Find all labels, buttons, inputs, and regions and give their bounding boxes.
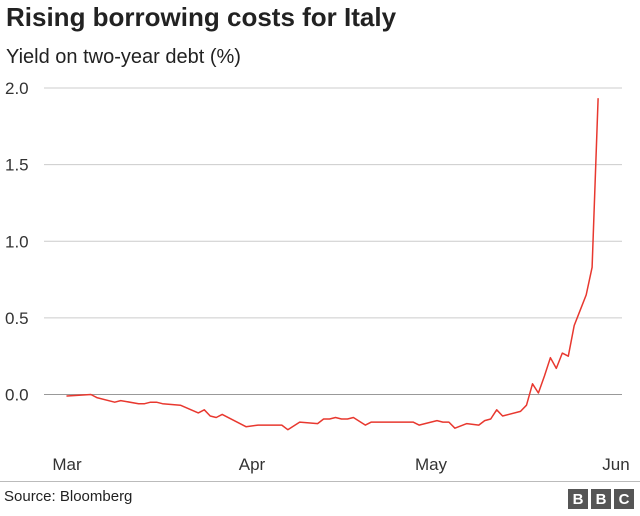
y-tick-label: 0.0 [5, 386, 29, 405]
x-tick-label: May [415, 455, 448, 474]
bbc-logo-letter: B [568, 489, 588, 509]
line-chart: 0.0 0.5 1.0 1.5 2.0 Mar Apr May Jun [5, 79, 630, 474]
y-tick-label: 2.0 [5, 79, 29, 98]
bbc-logo-letter: C [614, 489, 634, 509]
y-tick-label: 1.0 [5, 232, 29, 251]
source-text: Source: Bloomberg [4, 488, 133, 505]
y-tick-label: 1.5 [5, 156, 29, 175]
x-axis-ticks: Mar Apr May Jun [52, 455, 629, 474]
x-tick-label: Mar [52, 455, 82, 474]
chart-subtitle: Yield on two-year debt (%) [6, 46, 241, 68]
y-tick-label: 0.5 [5, 309, 29, 328]
footer: Source: Bloomberg B B C [0, 481, 640, 509]
gridlines [44, 87, 622, 395]
y-axis-ticks: 0.0 0.5 1.0 1.5 2.0 [5, 79, 29, 405]
x-tick-label: Apr [239, 455, 266, 474]
x-tick-label: Jun [602, 455, 629, 474]
series-lines [66, 97, 599, 431]
series-line [66, 97, 599, 431]
bbc-logo: B B C [568, 489, 634, 509]
chart-title: Rising borrowing costs for Italy [6, 2, 397, 32]
bbc-logo-letter: B [591, 489, 611, 509]
